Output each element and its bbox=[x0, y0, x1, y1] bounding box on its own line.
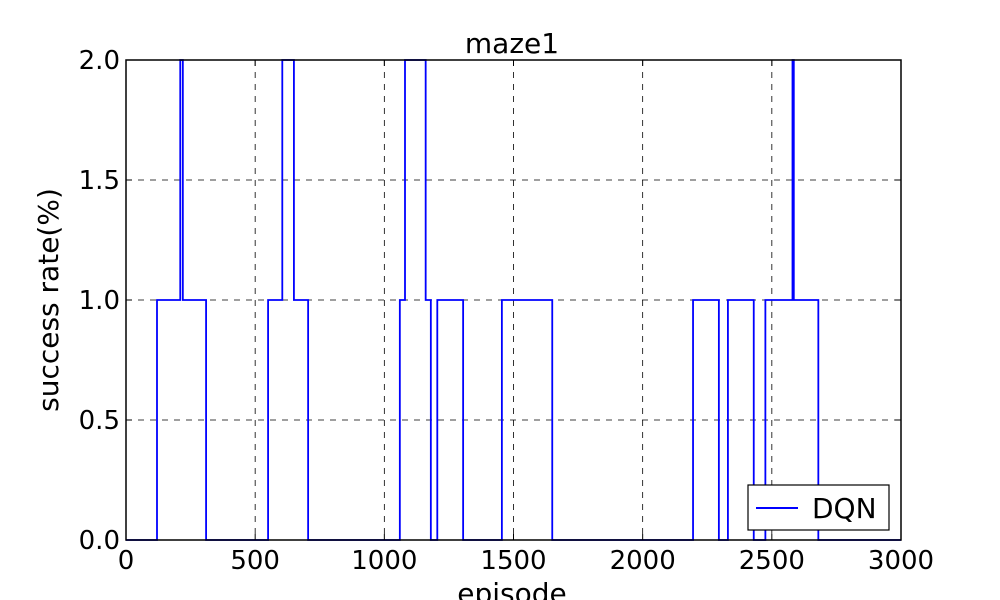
legend-label-dqn: DQN bbox=[812, 492, 877, 525]
x-tick-label: 500 bbox=[230, 546, 280, 576]
ticks: 0 500 1000 1500 2000 2500 3000 0.0 0.5 1.0 1.5 2.0 bbox=[79, 46, 934, 576]
x-tick-label: 1000 bbox=[351, 546, 417, 576]
y-tick-label: 1.0 bbox=[79, 286, 120, 316]
x-tick-label: 2500 bbox=[739, 546, 805, 576]
legend: DQN bbox=[747, 484, 890, 531]
y-tick-label: 1.5 bbox=[79, 166, 120, 196]
y-tick-label: 2.0 bbox=[79, 46, 120, 76]
x-tick-label: 2000 bbox=[610, 546, 676, 576]
x-axis-title: episode bbox=[457, 577, 567, 600]
x-tick-label: 3000 bbox=[868, 546, 934, 576]
y-axis-title: success rate(%) bbox=[32, 188, 65, 412]
x-tick-label: 0 bbox=[118, 546, 135, 576]
chart-title: maze1 bbox=[465, 27, 559, 60]
y-tick-label: 0.5 bbox=[79, 406, 120, 436]
x-tick-label: 1500 bbox=[480, 546, 546, 576]
y-tick-label: 0.0 bbox=[79, 526, 120, 556]
